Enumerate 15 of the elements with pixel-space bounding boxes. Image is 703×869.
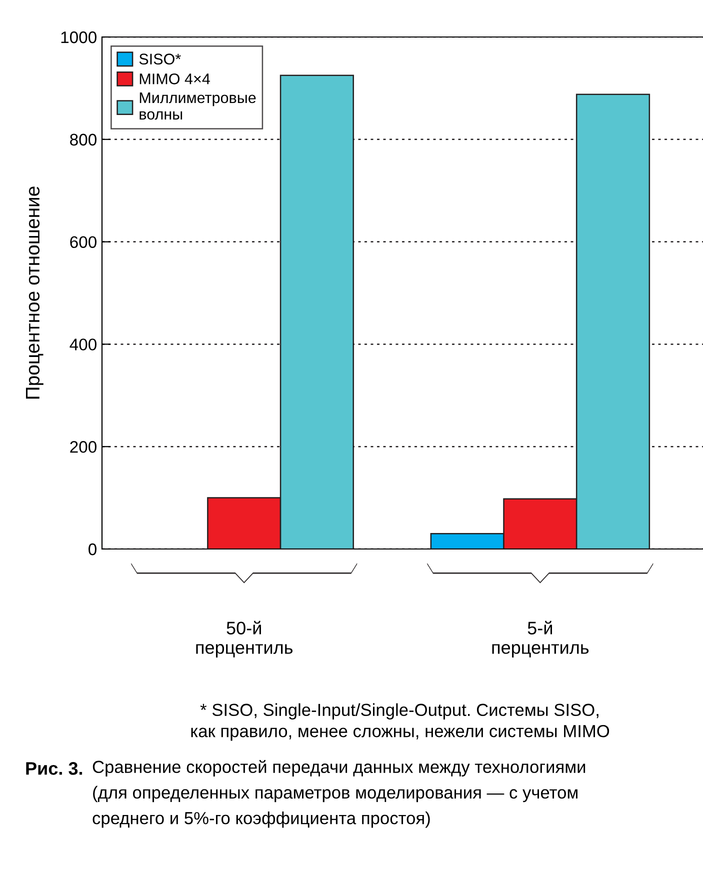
x-tick-label: 50-й перцентиль [196, 620, 293, 658]
legend-label: Миллиметровые волны [140, 92, 256, 120]
y-tick-label: 400 [70, 338, 96, 350]
legend-label: MIMO 4×4 [140, 74, 210, 84]
y-tick-label: 600 [70, 236, 96, 248]
y-tick-label: 200 [70, 441, 96, 453]
y-tick-label: 800 [70, 134, 96, 146]
text: Сравнение скоростей передачи данных между технологиями (для определенных параметров моделирования — с учетом среднего и 5%-го коэффициента простоя) [92, 760, 586, 828]
x-tick-label: 5-й перцентиль [492, 620, 589, 658]
text: * SISO, Single-Input/Single-Output. Системы SISO, как правило, менее сложны, нежели системы MIMO [191, 703, 610, 741]
y-axis-title: Процентное отношение [26, 186, 44, 399]
y-tick-label: 0 [88, 543, 96, 556]
y-tick-label: 1000 [61, 31, 96, 44]
legend-label: SISO* [139, 54, 181, 64]
text: Рис. 3. [26, 762, 82, 775]
